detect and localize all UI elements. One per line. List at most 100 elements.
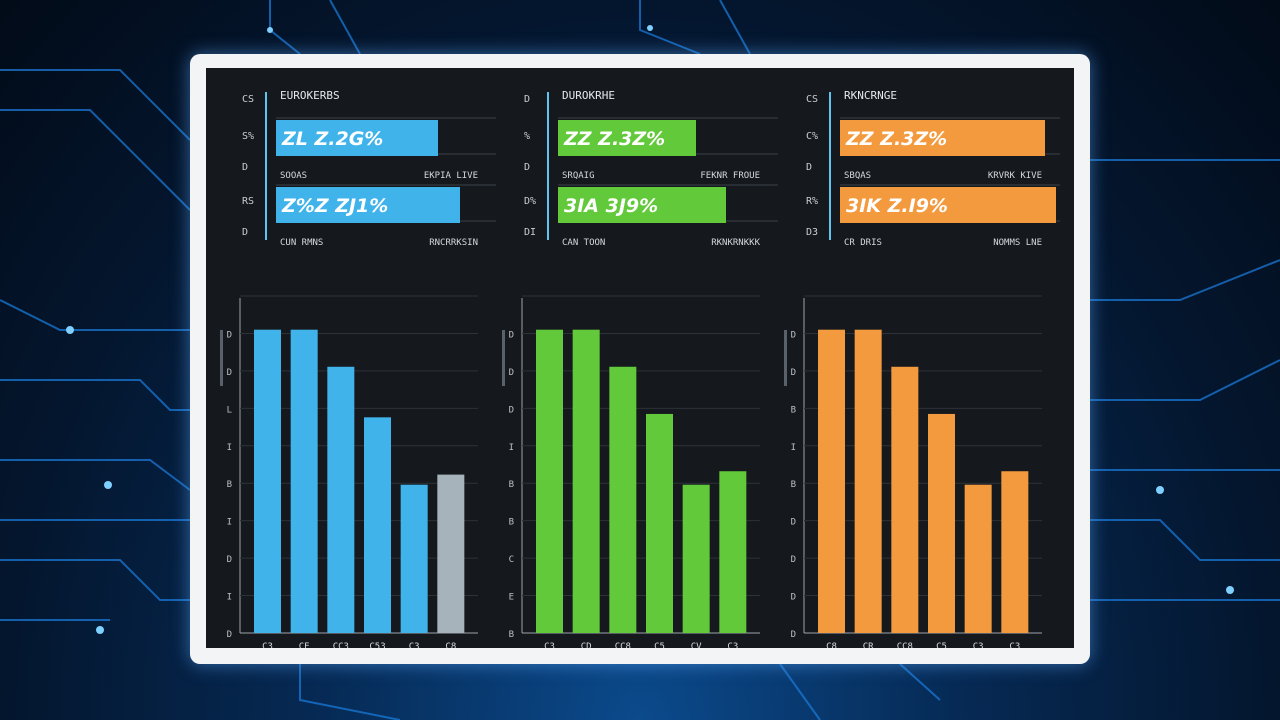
axis-label: D3 — [806, 227, 818, 238]
dashboard-charts: EUROKERBS CS S% D RS D ZL Z.2G% SOOAS EKPIA LIVE… — [220, 89, 1060, 648]
bar-left-label: SRQAIG — [562, 171, 595, 181]
y-tick-label: I — [791, 443, 796, 453]
dashboard-screen: EUROKERBS CS S% D RS D ZL Z.2G% SOOAS EKPIA LIVE… — [206, 68, 1074, 648]
y-tick-label: D — [791, 593, 796, 603]
y-tick-label: B — [509, 630, 514, 640]
panel-title: RKNCRNGE — [844, 89, 897, 102]
y-tick-label: D — [791, 555, 796, 565]
bar-value-label: ZZ Z.3Z% — [845, 128, 947, 150]
x-tick-label: C3 — [727, 642, 738, 648]
y-tick-label: D — [509, 405, 514, 415]
axis-label: C% — [806, 131, 818, 142]
x-tick-label: C3 — [973, 642, 984, 648]
x-tick-label: C5 — [936, 642, 947, 648]
y-tick-label: B — [509, 518, 514, 528]
x-tick-label: C53 — [369, 642, 385, 648]
vertical-bar — [609, 366, 637, 633]
axis-label: D% — [524, 196, 536, 207]
y-tick-label: D — [791, 330, 796, 340]
panel-title: DUROKRHE — [562, 89, 615, 102]
horizontal-bar — [276, 120, 438, 156]
y-tick-label: B — [791, 405, 796, 415]
y-tick-label: D — [791, 368, 796, 378]
bar-right-label: FEKNR FROUE — [700, 171, 760, 181]
y-tick-label: C — [509, 555, 514, 565]
vertical-bar — [928, 413, 955, 633]
y-tick-label: D — [227, 368, 232, 378]
x-tick-label: C3 — [262, 642, 273, 648]
bar-right-label: EKPIA LIVE — [424, 171, 478, 181]
vertical-bar — [646, 413, 673, 633]
y-tick-label: D — [509, 368, 514, 378]
x-tick-label: CD — [581, 642, 592, 648]
vertical-bar — [1001, 471, 1029, 633]
y-tick-label: I — [509, 443, 514, 453]
vertical-bar — [719, 471, 747, 633]
monitor-frame: EUROKERBS CS S% D RS D ZL Z.2G% SOOAS EKPIA LIVE… — [190, 54, 1090, 664]
bar-right-label: RKNKRNKKK — [711, 238, 760, 248]
x-tick-label: C3 — [409, 642, 420, 648]
bar-left-label: SBQAS — [844, 171, 871, 181]
axis-label: D — [524, 94, 530, 105]
axis-label: CS — [242, 94, 254, 105]
vertical-bar — [400, 484, 428, 633]
x-tick-label: CC3 — [333, 642, 349, 648]
bar-left-label: SOOAS — [280, 171, 307, 181]
y-tick-label: L — [227, 405, 232, 415]
vertical-bar — [364, 417, 391, 633]
bar-left-label: CR DRIS — [844, 238, 882, 248]
horizontal-bar — [840, 187, 1056, 223]
horizontal-bar — [840, 120, 1045, 156]
y-tick-label: D — [791, 630, 796, 640]
y-tick-label: I — [227, 593, 232, 603]
axis-label: D — [806, 162, 812, 173]
vertical-bar — [854, 329, 882, 633]
x-tick-label: C3 — [1009, 642, 1020, 648]
x-tick-label: CC8 — [615, 642, 631, 648]
x-tick-label: CV — [691, 642, 702, 648]
bar-value-label: Z%Z ZJ1% — [281, 195, 388, 217]
axis-label: DI — [524, 227, 536, 238]
axis-label: % — [524, 131, 530, 142]
y-tick-label: D — [227, 555, 232, 565]
axis-label: S% — [242, 131, 254, 142]
vertical-bar — [572, 329, 600, 633]
bar-right-label: KRVRK KIVE — [988, 171, 1042, 181]
bar-value-label: 3IA 3J9% — [564, 195, 658, 217]
horizontal-bar — [276, 187, 460, 223]
y-tick-label: B — [227, 480, 232, 490]
axis-label: D — [242, 162, 248, 173]
axis-label: RS — [242, 196, 254, 207]
bar-value-label: ZL Z.2G% — [281, 128, 383, 150]
x-tick-label: CR — [863, 642, 874, 648]
y-tick-label: D — [509, 330, 514, 340]
x-tick-label: C8 — [826, 642, 837, 648]
y-tick-label: D — [227, 630, 232, 640]
y-tick-label: I — [227, 518, 232, 528]
vertical-bar — [682, 484, 710, 633]
bar-right-label: NOMMS LNE — [993, 238, 1042, 248]
horizontal-bar — [558, 120, 696, 156]
vertical-bar — [327, 366, 355, 633]
vertical-bar — [290, 329, 318, 633]
vertical-bar — [536, 329, 563, 633]
axis-label: R% — [806, 196, 818, 207]
axis-title-strip — [784, 330, 787, 386]
y-tick-label: I — [227, 443, 232, 453]
y-tick-label: D — [791, 518, 796, 528]
axis-label: D — [242, 227, 248, 238]
y-tick-label: E — [509, 593, 514, 603]
horizontal-bar — [558, 187, 726, 223]
x-tick-label: CC8 — [897, 642, 913, 648]
axis-title-strip — [220, 330, 223, 386]
x-tick-label: CE — [299, 642, 310, 648]
vertical-bar — [964, 484, 992, 633]
x-tick-label: C5 — [654, 642, 665, 648]
panel-title: EUROKERBS — [280, 89, 340, 102]
vertical-bar — [437, 474, 465, 633]
bar-value-label: 3IK Z.I9% — [846, 195, 948, 217]
axis-title-strip — [502, 330, 505, 386]
vertical-bar — [818, 329, 845, 633]
y-tick-label: B — [509, 480, 514, 490]
